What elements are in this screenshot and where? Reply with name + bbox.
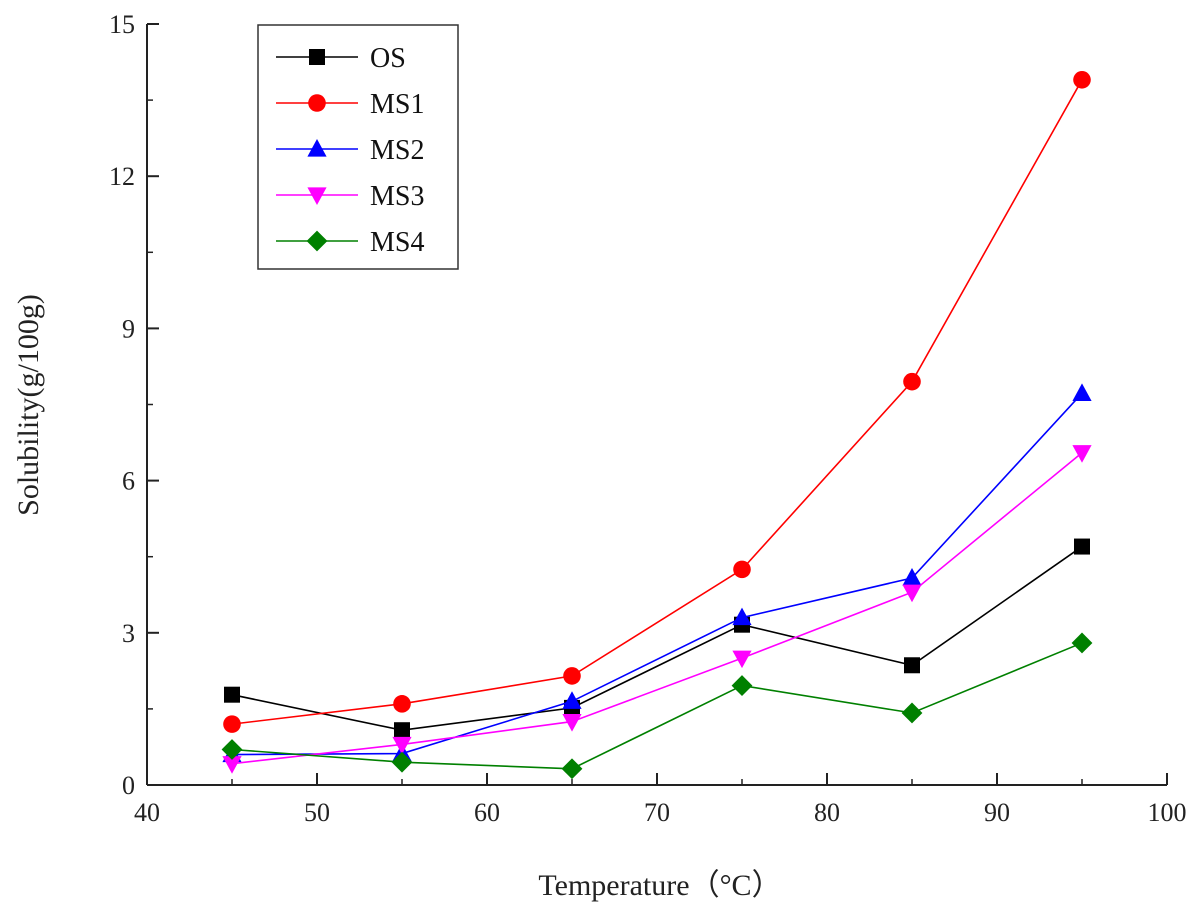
data-point-ms2 [902, 568, 922, 586]
data-point-ms3 [732, 650, 752, 669]
x-axis-title: Temperature（°C） [538, 869, 781, 902]
series-line-ms4 [231, 642, 1083, 770]
x-tick-label: 50 [304, 798, 330, 827]
data-point-ms1 [393, 695, 411, 713]
data-point-ms1 [733, 560, 751, 579]
legend-item-ms4: MS4 [276, 227, 424, 258]
data-point-ms4 [1071, 632, 1093, 654]
y-tick-label: 12 [109, 162, 135, 191]
x-tick-label: 90 [984, 798, 1010, 827]
data-point-os [224, 686, 240, 703]
x-tick-label: 100 [1148, 798, 1187, 827]
data-point-os [904, 657, 920, 674]
series-ms3 [222, 445, 1092, 774]
data-point-ms3 [392, 736, 412, 755]
legend-marker-ms3 [307, 187, 327, 205]
series-line-ms3 [231, 452, 1083, 765]
data-point-ms3 [562, 713, 582, 732]
data-point-ms1 [1073, 71, 1091, 89]
data-point-ms2 [562, 691, 582, 709]
data-point-ms1 [903, 372, 921, 391]
legend-label-ms1: MS1 [370, 89, 424, 120]
series-line-ms2 [231, 392, 1083, 756]
legend-marker-os [309, 49, 325, 65]
data-point-ms2 [1072, 383, 1092, 401]
legend-item-ms1: MS1 [276, 89, 424, 120]
legend: OS MS1 MS2 MS3 MS4 [257, 24, 459, 270]
series-layer [221, 71, 1093, 780]
x-tick-label: 80 [814, 798, 840, 827]
x-tick-label: 70 [644, 798, 670, 827]
data-point-ms3 [222, 756, 242, 774]
data-point-os [394, 722, 410, 739]
x-tick-label: 40 [134, 798, 160, 827]
data-point-ms4 [391, 751, 413, 773]
x-tick-label: 60 [474, 798, 500, 827]
data-point-ms4 [901, 702, 923, 724]
series-os [224, 538, 1090, 739]
legend-label-os: OS [370, 43, 406, 74]
data-point-ms3 [902, 584, 922, 603]
data-point-ms2 [732, 607, 752, 626]
legend-item-ms3: MS3 [276, 181, 424, 212]
series-line-os [231, 545, 1083, 732]
legend-item-os: OS [276, 43, 406, 74]
legend-label-ms2: MS2 [370, 135, 424, 166]
y-tick-label: 3 [122, 619, 135, 648]
series-ms2 [222, 383, 1092, 763]
data-point-ms4 [221, 739, 243, 760]
legend-box [257, 24, 459, 270]
data-point-ms3 [1072, 445, 1092, 463]
data-point-os [1074, 538, 1090, 555]
y-tick-label: 15 [109, 10, 135, 39]
y-tick-label: 6 [122, 467, 135, 496]
legend-label-ms4: MS4 [370, 227, 424, 258]
legend-marker-ms2 [307, 139, 327, 157]
data-point-ms1 [563, 667, 581, 685]
data-point-ms4 [561, 758, 583, 780]
legend-marker-ms1 [308, 94, 326, 112]
y-tick-label: 0 [122, 771, 135, 800]
y-axis-title: Solubility(g/100g) [12, 294, 45, 516]
y-tick-label: 9 [122, 314, 135, 343]
series-ms1 [223, 71, 1091, 733]
data-point-ms1 [223, 715, 241, 733]
legend-label-ms3: MS3 [370, 181, 424, 212]
data-point-ms4 [731, 675, 753, 696]
legend-marker-ms4 [306, 230, 328, 252]
legend-item-ms2: MS2 [276, 135, 424, 166]
series-line-ms1 [231, 79, 1083, 725]
series-ms4 [221, 632, 1093, 780]
axes: 40 50 60 70 80 90 100 0 3 6 9 12 15 [109, 10, 1187, 827]
